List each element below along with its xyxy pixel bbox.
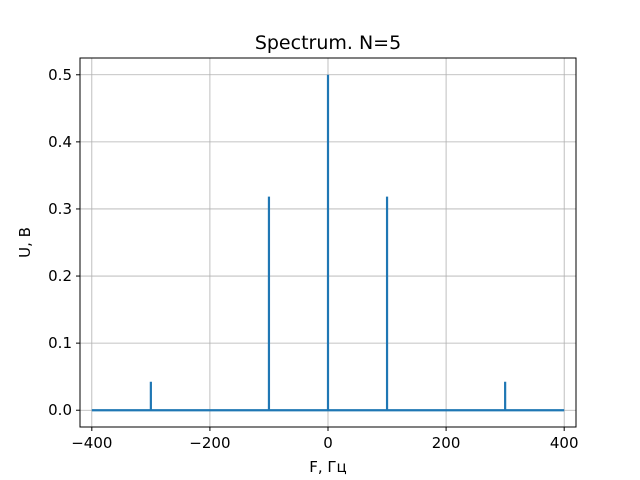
x-tick-label: 200 <box>432 434 461 452</box>
y-tick-label: 0.5 <box>48 66 72 84</box>
y-tick-label: 0.4 <box>48 133 72 151</box>
y-tick-label: 0.2 <box>48 267 72 285</box>
ticks: −400 −200 0 200 400 0.0 0.1 0.2 0.3 0.4 0.5 <box>48 66 578 452</box>
y-tick-label: 0.0 <box>48 401 72 419</box>
y-tick-label: 0.1 <box>48 334 72 352</box>
x-tick-label: 0 <box>323 434 333 452</box>
plot-series <box>91 74 565 412</box>
x-tick-label: −200 <box>189 434 230 452</box>
x-tick-label: 400 <box>550 434 579 452</box>
x-tick-label: −400 <box>71 434 112 452</box>
x-axis-label: F, Гц <box>309 458 347 476</box>
chart-title: Spectrum. N=5 <box>255 32 401 54</box>
y-tick-label: 0.3 <box>48 200 72 218</box>
spectrum-line <box>91 74 565 412</box>
y-axis-label: U, В <box>16 227 34 258</box>
